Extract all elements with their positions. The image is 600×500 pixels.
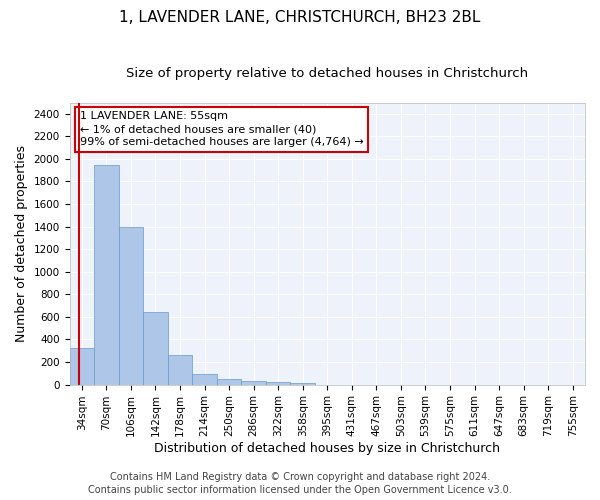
Bar <box>70 348 94 384</box>
Title: Size of property relative to detached houses in Christchurch: Size of property relative to detached ho… <box>126 68 529 80</box>
Bar <box>119 226 143 384</box>
Text: Contains HM Land Registry data © Crown copyright and database right 2024.
Contai: Contains HM Land Registry data © Crown c… <box>88 472 512 495</box>
Bar <box>168 356 192 384</box>
Bar <box>217 379 241 384</box>
Bar <box>94 164 119 384</box>
Bar <box>192 374 217 384</box>
Text: 1 LAVENDER LANE: 55sqm
← 1% of detached houses are smaller (40)
99% of semi-deta: 1 LAVENDER LANE: 55sqm ← 1% of detached … <box>80 111 364 148</box>
X-axis label: Distribution of detached houses by size in Christchurch: Distribution of detached houses by size … <box>154 442 500 455</box>
Bar <box>266 382 290 384</box>
Y-axis label: Number of detached properties: Number of detached properties <box>15 145 28 342</box>
Bar <box>143 312 168 384</box>
Bar <box>241 380 266 384</box>
Text: 1, LAVENDER LANE, CHRISTCHURCH, BH23 2BL: 1, LAVENDER LANE, CHRISTCHURCH, BH23 2BL <box>119 10 481 25</box>
